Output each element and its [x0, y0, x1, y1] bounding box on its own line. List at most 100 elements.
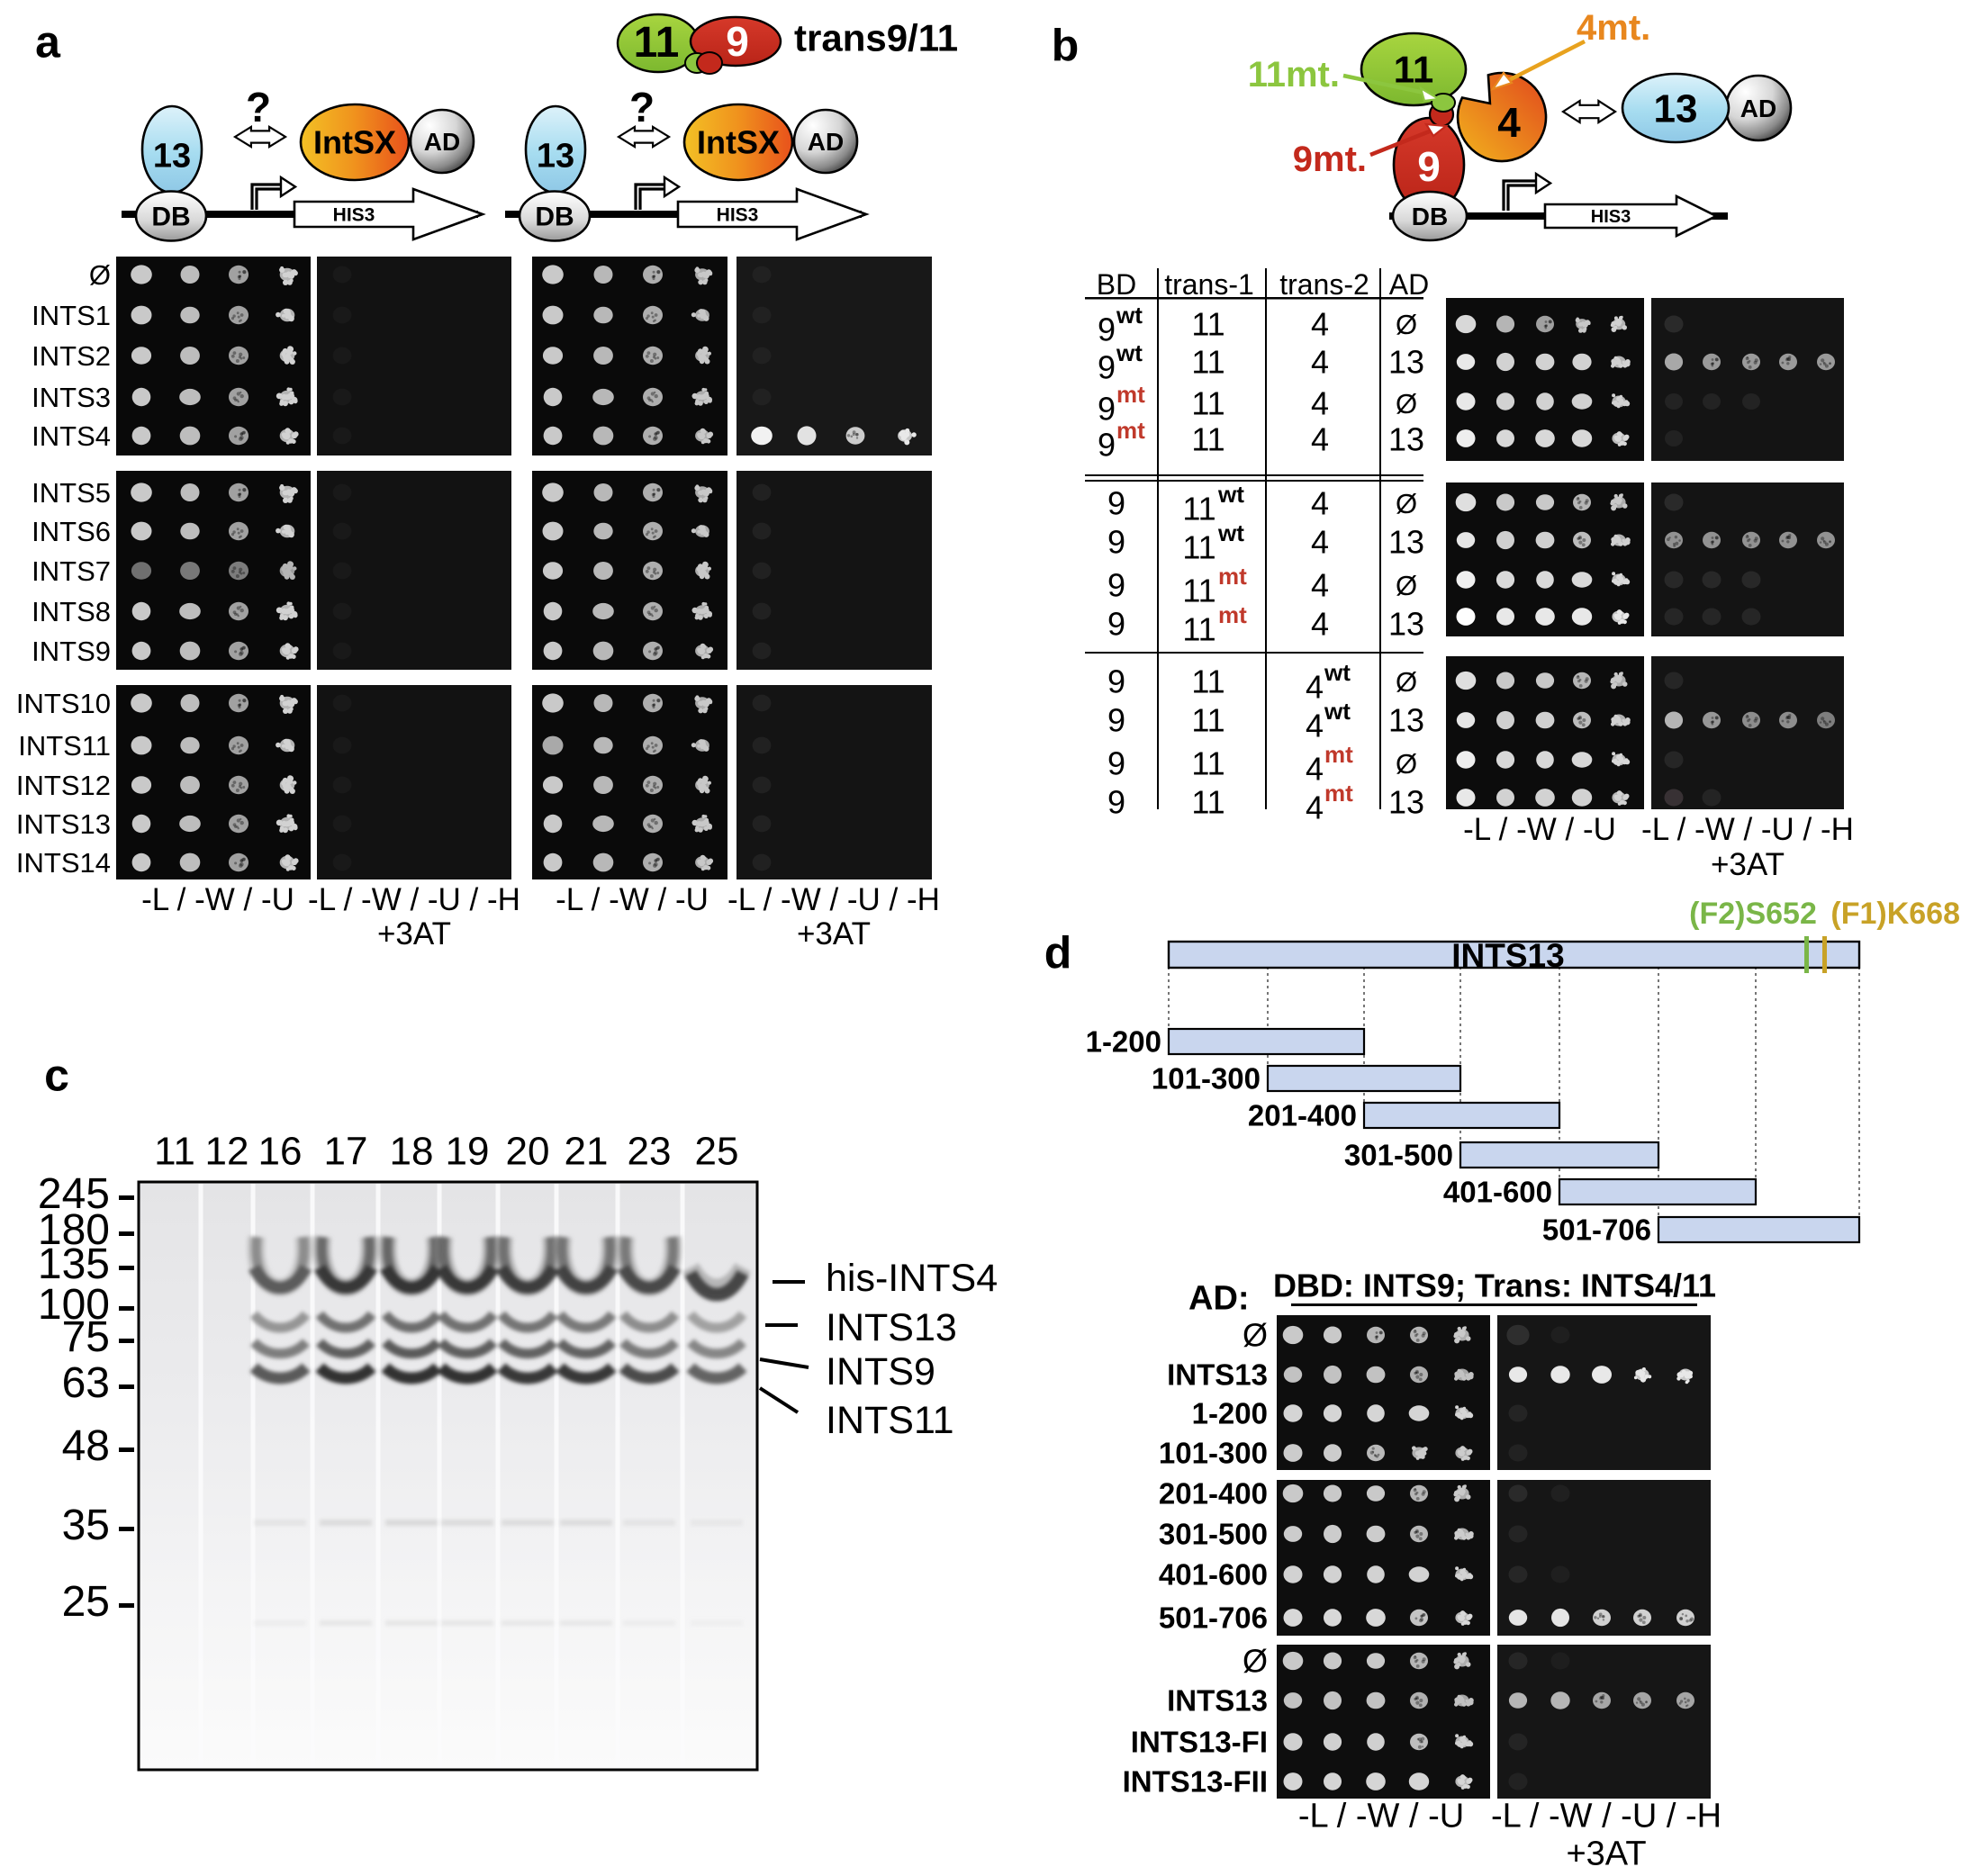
svg-text:25: 25: [62, 1578, 110, 1626]
svg-text:mt: mt: [1116, 381, 1145, 408]
svg-text:INTS6: INTS6: [32, 516, 111, 547]
svg-text:4mt.: 4mt.: [1577, 8, 1650, 48]
svg-text:wt: wt: [1324, 659, 1351, 686]
svg-text:501-706: 501-706: [1542, 1213, 1651, 1247]
svg-text:Ø: Ø: [1396, 388, 1417, 419]
svg-text:INTS13: INTS13: [16, 808, 111, 840]
svg-text:9: 9: [1107, 524, 1125, 561]
svg-text:INTS14: INTS14: [16, 847, 111, 879]
svg-text:13: 13: [1654, 86, 1698, 131]
svg-text:AD: AD: [424, 128, 460, 156]
svg-text:AD: AD: [1389, 268, 1429, 301]
svg-text:245: 245: [38, 1170, 110, 1218]
svg-text:INTS5: INTS5: [32, 477, 111, 509]
svg-text:4: 4: [1311, 421, 1329, 458]
svg-text:11: 11: [154, 1129, 195, 1173]
svg-text:BD: BD: [1097, 268, 1136, 301]
svg-text:13: 13: [1388, 524, 1424, 561]
svg-text:13: 13: [1388, 344, 1424, 381]
svg-text:4: 4: [1311, 385, 1329, 422]
svg-text:9: 9: [1417, 143, 1441, 190]
svg-text:11: 11: [1191, 385, 1224, 422]
svg-text:13: 13: [1388, 606, 1424, 643]
svg-text:20: 20: [506, 1129, 550, 1173]
svg-text:wt: wt: [1116, 339, 1143, 366]
svg-text:INTS4: INTS4: [32, 420, 111, 452]
svg-text:HIS3: HIS3: [717, 204, 759, 225]
svg-text:13: 13: [1388, 421, 1424, 458]
svg-text:9: 9: [726, 18, 749, 65]
svg-text:wt: wt: [1217, 481, 1244, 508]
svg-text:401-600: 401-600: [1159, 1558, 1268, 1592]
svg-text:AD: AD: [1740, 95, 1776, 122]
svg-text:4: 4: [1311, 606, 1329, 643]
svg-text:-L / -W / -U / -H: -L / -W / -U / -H: [308, 882, 520, 917]
svg-text:-L / -W / -U: -L / -W / -U: [1298, 1797, 1464, 1835]
svg-text:INTS13: INTS13: [1451, 937, 1564, 974]
svg-text:c: c: [44, 1051, 69, 1101]
svg-text:11mt.: 11mt.: [1248, 55, 1340, 95]
svg-text:b: b: [1052, 21, 1080, 71]
svg-text:INTS13: INTS13: [1167, 1358, 1268, 1392]
svg-text:4: 4: [1311, 567, 1329, 604]
svg-text:301-500: 301-500: [1344, 1139, 1453, 1172]
svg-text:19: 19: [446, 1129, 490, 1173]
svg-text:-L / -W / -U: -L / -W / -U: [1463, 812, 1616, 847]
svg-text:23: 23: [628, 1129, 672, 1173]
svg-text:4: 4: [1311, 485, 1329, 522]
svg-text:DB: DB: [151, 203, 190, 232]
svg-text:4: 4: [1311, 524, 1329, 561]
svg-text:mt: mt: [1324, 780, 1353, 807]
svg-text:mt: mt: [1218, 601, 1247, 628]
svg-text:12: 12: [205, 1129, 249, 1173]
svg-text:INTS12: INTS12: [16, 770, 111, 801]
svg-text:wt: wt: [1217, 519, 1244, 546]
svg-text:Ø: Ø: [1396, 666, 1417, 698]
svg-text:INTS10: INTS10: [16, 688, 111, 719]
svg-text:Ø: Ø: [1396, 488, 1417, 519]
svg-text:INTS13: INTS13: [826, 1306, 957, 1349]
svg-text:INTS13: INTS13: [1167, 1684, 1268, 1718]
svg-text:his-INTS4: his-INTS4: [826, 1257, 998, 1300]
svg-text:INTS2: INTS2: [32, 340, 111, 372]
svg-text:mt: mt: [1324, 741, 1353, 768]
svg-text:501-706: 501-706: [1159, 1601, 1268, 1635]
svg-text:INTS9: INTS9: [32, 636, 111, 667]
svg-text:Ø: Ø: [1396, 309, 1417, 340]
svg-text:Ø: Ø: [1243, 1317, 1268, 1354]
svg-text:trans-2: trans-2: [1279, 268, 1369, 301]
svg-text:DB: DB: [1412, 203, 1448, 230]
svg-text:?: ?: [246, 84, 271, 131]
svg-text:(F1)K668: (F1)K668: [1830, 897, 1960, 931]
svg-text:(F2)S652: (F2)S652: [1689, 897, 1817, 931]
svg-text:18: 18: [390, 1129, 434, 1173]
svg-text:INTS3: INTS3: [32, 382, 111, 413]
svg-text:?: ?: [629, 84, 655, 131]
svg-text:Ø: Ø: [1243, 1643, 1268, 1680]
svg-text:mt: mt: [1116, 417, 1145, 444]
svg-text:-L / -W / -U / -H: -L / -W / -U / -H: [727, 882, 940, 917]
svg-text:13: 13: [153, 137, 191, 175]
svg-text:4: 4: [1497, 99, 1521, 146]
svg-text:HIS3: HIS3: [1591, 207, 1631, 227]
svg-text:+3AT: +3AT: [1711, 847, 1785, 882]
svg-text:9: 9: [1107, 485, 1125, 522]
svg-text:-L / -W / -U: -L / -W / -U: [141, 882, 294, 917]
svg-text:11: 11: [1191, 344, 1224, 381]
svg-text:INTS13-FI: INTS13-FI: [1131, 1726, 1268, 1759]
svg-text:-L / -W / -U: -L / -W / -U: [556, 882, 709, 917]
svg-text:IntSX: IntSX: [313, 124, 396, 161]
svg-text:11: 11: [1182, 491, 1215, 528]
svg-text:Ø: Ø: [89, 259, 111, 291]
svg-text:9: 9: [1107, 606, 1125, 643]
svg-text:11: 11: [1191, 306, 1224, 343]
svg-text:9: 9: [1107, 567, 1125, 604]
svg-text:trans-1: trans-1: [1164, 268, 1254, 301]
svg-text:+3AT: +3AT: [377, 916, 451, 952]
svg-text:11: 11: [1191, 702, 1224, 739]
svg-text:11: 11: [634, 19, 680, 67]
svg-text:trans9/11: trans9/11: [794, 17, 958, 59]
svg-text:180: 180: [38, 1206, 110, 1254]
svg-text:4: 4: [1306, 789, 1324, 826]
svg-text:11: 11: [1394, 49, 1433, 91]
